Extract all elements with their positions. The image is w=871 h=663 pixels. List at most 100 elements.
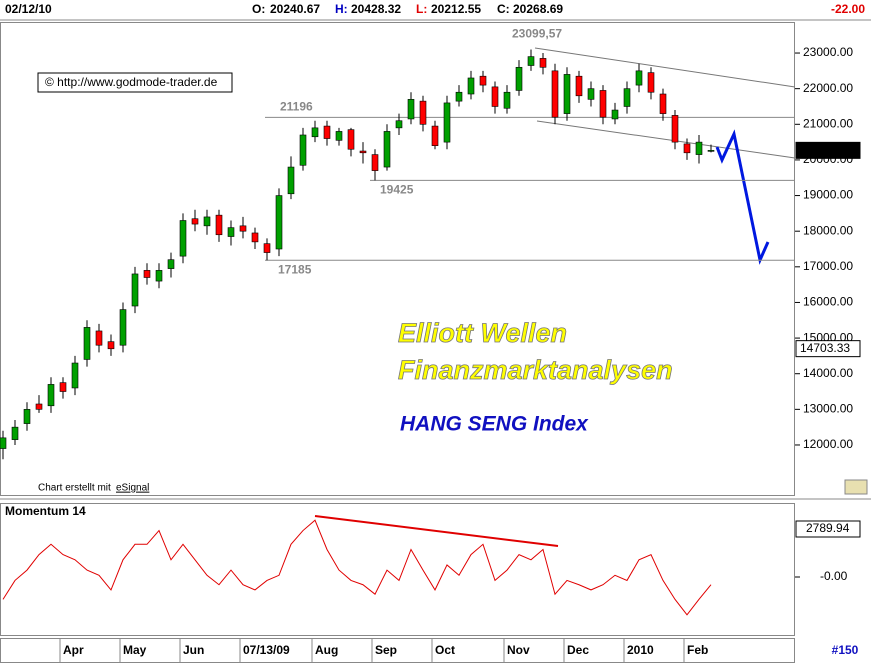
candle-body <box>659 93 667 114</box>
header-date: 02/12/10 <box>5 2 52 16</box>
candle-body <box>215 214 223 236</box>
x-tick-label: 2010 <box>627 643 654 657</box>
candle-body <box>491 86 499 107</box>
candle-body <box>299 134 307 166</box>
candle-body <box>0 437 7 449</box>
candle-body <box>611 109 619 120</box>
candle-body <box>647 72 655 93</box>
level-label: 23099,57 <box>512 27 562 41</box>
quote-value: 20268.69 <box>513 2 563 16</box>
price-marker-label: 20268.69 <box>800 143 850 157</box>
x-tick-label: Aug <box>315 643 338 657</box>
candle-body <box>407 99 415 120</box>
header-change: -22.00 <box>831 2 865 16</box>
credit-link[interactable]: eSignal <box>116 483 149 494</box>
candle-body <box>347 129 355 150</box>
candle-body <box>203 216 211 227</box>
candle-body <box>455 91 463 102</box>
y-tick-label: 19000.00 <box>803 188 853 202</box>
y-tick-label: -0.00 <box>820 569 848 583</box>
headline: Finanzmarktanalysen <box>398 355 673 385</box>
candle-body <box>227 227 235 237</box>
credit: Chart erstellt mit <box>38 483 111 494</box>
candle-body <box>563 74 571 114</box>
candle-body <box>335 131 343 141</box>
momentum-marker-label: 2789.94 <box>806 521 850 535</box>
x-tick-label: Feb <box>687 643 708 657</box>
candle-body <box>395 120 403 129</box>
candle-body <box>119 309 127 346</box>
x-tick-label: Dec <box>567 643 589 657</box>
candle-body <box>683 143 691 154</box>
quote-label: L: <box>416 2 427 16</box>
candle-body <box>515 66 523 91</box>
candle-body <box>623 88 631 107</box>
candle-body <box>263 243 271 253</box>
candle-body <box>575 75 583 97</box>
candle-body <box>35 403 43 410</box>
momentum-line <box>2 519 712 616</box>
quote-value: 20240.67 <box>270 2 320 16</box>
x-tick-label: Apr <box>63 643 84 657</box>
candle-body <box>71 362 79 389</box>
candle-body <box>503 91 511 109</box>
candle-body <box>191 218 199 225</box>
level-label: 21196 <box>280 99 313 113</box>
quote-label: C: <box>497 2 510 16</box>
x-axis-strip <box>0 638 795 663</box>
candle-body <box>287 166 295 195</box>
price-panel <box>0 22 795 496</box>
axis-icon <box>844 479 868 495</box>
y-tick-label: 22000.00 <box>803 81 853 95</box>
channel-upper <box>534 47 796 88</box>
y-tick-label: 13000.00 <box>803 402 853 416</box>
quote-label: O: <box>252 2 265 16</box>
x-tick-label: Sep <box>375 643 397 657</box>
x-tick-label: Nov <box>507 643 530 657</box>
candle-body <box>635 70 643 86</box>
candle-body <box>11 426 19 440</box>
y-tick-label: 12000.00 <box>803 437 853 451</box>
candle-body <box>551 70 559 118</box>
x-tick-label: Oct <box>435 643 455 657</box>
candle-body <box>143 270 151 278</box>
momentum-panel <box>0 503 795 636</box>
candle-body <box>599 90 607 118</box>
candle-body <box>443 102 451 143</box>
subtitle: HANG SENG Index <box>400 413 589 436</box>
candle-body <box>239 225 247 232</box>
y-tick-label: 23000.00 <box>803 45 853 59</box>
momentum-title: Momentum 14 <box>5 504 86 518</box>
candle-body <box>587 88 595 100</box>
candle-body <box>251 232 259 243</box>
candle-body <box>695 141 703 155</box>
level-label: 17185 <box>278 262 312 276</box>
candle-body <box>383 131 391 168</box>
candle-body <box>275 195 283 250</box>
candle-body <box>431 125 439 146</box>
candle-body <box>107 341 115 350</box>
headline: Elliott Wellen <box>398 318 567 348</box>
candle-body <box>131 273 139 307</box>
y-tick-label: 16000.00 <box>803 295 853 309</box>
candle-body <box>671 115 679 143</box>
candle-body <box>527 56 535 66</box>
projection-arrow <box>715 129 770 265</box>
quote-value: 20212.55 <box>431 2 481 16</box>
price-marker-box <box>795 340 861 358</box>
price-marker-label: 14703.33 <box>800 341 850 355</box>
candle-body <box>167 259 175 269</box>
candle-body <box>539 58 547 68</box>
quote-label: H: <box>335 2 348 16</box>
candle-body <box>95 330 103 346</box>
y-tick-label: 21000.00 <box>803 116 853 130</box>
candle-body <box>323 125 331 139</box>
candle-body <box>707 150 715 152</box>
quote-value: 20428.32 <box>351 2 401 16</box>
watermark-box <box>37 72 233 93</box>
candle-body <box>419 100 427 125</box>
candle-body <box>47 384 55 407</box>
candle-body <box>83 327 91 360</box>
